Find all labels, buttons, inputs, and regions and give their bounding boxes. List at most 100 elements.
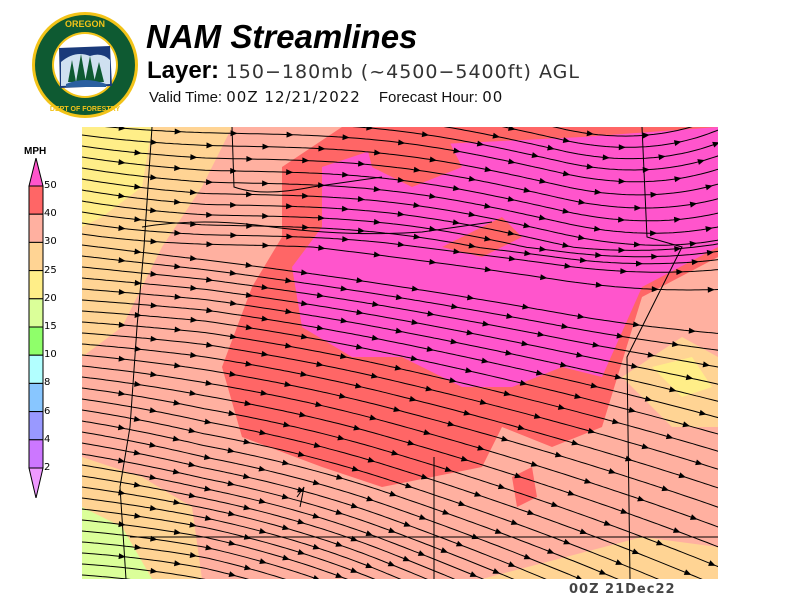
- streamline-arrow: [230, 232, 238, 239]
- streamline-arrow: [685, 374, 694, 381]
- streamline-arrow: [463, 409, 471, 416]
- streamline-arrow: [594, 188, 602, 195]
- streamline-arrow: [173, 560, 182, 567]
- streamline-arrow: [283, 421, 291, 428]
- streamline: [501, 127, 718, 148]
- streamline-arrow: [575, 574, 584, 579]
- streamline-arrow: [118, 355, 126, 362]
- streamline-arrow: [562, 207, 570, 214]
- streamline-arrow: [562, 242, 570, 248]
- streamline-arrow: [405, 482, 413, 489]
- streamline-arrow: [465, 367, 473, 374]
- streamline-arrow: [618, 247, 626, 254]
- streamline-arrow: [174, 362, 182, 369]
- streamline-arrow: [563, 538, 571, 545]
- streamline-arrow: [204, 515, 213, 521]
- streamline-arrow: [297, 549, 306, 555]
- streamline-arrow: [188, 492, 197, 499]
- streamline-arrow: [261, 350, 269, 357]
- streamline-arrow: [514, 472, 522, 479]
- streamline-arrow: [682, 421, 690, 428]
- streamline-arrow: [259, 558, 267, 565]
- streamline-arrow: [503, 390, 512, 397]
- legend-tick-label: 40: [44, 208, 57, 220]
- streamline-arrow: [259, 528, 267, 534]
- streamline-arrow: [351, 465, 360, 472]
- streamline-arrow: [350, 535, 359, 542]
- streamline-arrow: [395, 294, 404, 301]
- streamline-arrow: [492, 132, 500, 139]
- streamline-arrow: [149, 407, 157, 414]
- streamline-arrow: [559, 361, 568, 368]
- streamline-arrow: [413, 233, 421, 240]
- streamlines: [82, 127, 718, 579]
- streamline-arrow: [243, 533, 252, 540]
- streamline-arrow: [538, 214, 547, 221]
- streamline-arrow: [452, 219, 461, 226]
- streamline-arrow: [365, 562, 373, 569]
- streamline-arrow: [342, 236, 350, 243]
- streamline-arrow: [245, 292, 254, 298]
- streamline-arrow: [444, 466, 453, 472]
- streamline-arrow: [337, 434, 345, 441]
- streamline-arrow: [683, 569, 692, 575]
- streamline-arrow: [699, 409, 707, 416]
- streamline-arrow: [658, 154, 666, 161]
- streamline-arrow: [173, 499, 181, 505]
- streamline-arrow: [228, 571, 237, 578]
- streamline-arrow: [258, 465, 266, 472]
- streamline: [82, 310, 718, 435]
- streamline-arrow: [340, 317, 348, 324]
- streamline: [82, 288, 718, 402]
- layer-info: Layer: 150−180mb (~4500−5400ft) AGL: [147, 57, 580, 85]
- streamline-arrow: [562, 137, 571, 144]
- streamline-arrow: [174, 263, 182, 270]
- streamline-arrow: [481, 357, 489, 364]
- streamline-arrow: [189, 552, 198, 558]
- streamline-arrow: [204, 418, 212, 425]
- streamline-arrow: [410, 355, 419, 362]
- streamline-arrow: [228, 410, 236, 417]
- streamline-arrow: [468, 242, 476, 249]
- streamline-arrow: [494, 528, 503, 534]
- streamline-arrow: [117, 424, 126, 431]
- legend-bin: [28, 185, 44, 215]
- streamline: [82, 475, 456, 579]
- streamline-arrow: [557, 404, 566, 410]
- streamline-arrow: [150, 302, 158, 309]
- streamline-arrow: [644, 395, 653, 402]
- streamline-arrow: [492, 568, 501, 574]
- legend-over-arrow: [28, 158, 44, 187]
- streamline-arrow: [284, 342, 293, 349]
- streamline: [82, 277, 718, 385]
- streamline-arrow: [206, 142, 214, 149]
- legend-tick-label: 6: [44, 405, 51, 417]
- streamline-arrow: [286, 169, 294, 176]
- streamline-arrow: [409, 395, 417, 402]
- streamline-arrow: [705, 226, 713, 233]
- streamline-arrow: [579, 528, 588, 535]
- streamline-arrow: [228, 539, 236, 546]
- streamline-arrow: [371, 334, 380, 341]
- layer-label: Layer:: [147, 57, 220, 84]
- streamline-arrow: [407, 439, 415, 446]
- streamline-arrow: [641, 443, 650, 450]
- streamline-arrow: [637, 495, 645, 502]
- streamline-arrow: [577, 234, 586, 241]
- streamline-arrow: [642, 166, 650, 173]
- forecast-hour-value: 00: [482, 88, 504, 106]
- legend-bin: [28, 241, 44, 272]
- streamline-arrow: [477, 444, 485, 451]
- streamline-arrow: [460, 455, 469, 462]
- streamline-arrow: [471, 533, 480, 540]
- streamline: [82, 387, 718, 568]
- streamline-arrow: [647, 351, 655, 358]
- streamline-arrow: [595, 281, 603, 288]
- svg-text:DEPT OF FORESTRY: DEPT OF FORESTRY: [50, 106, 120, 113]
- streamline-arrow: [245, 324, 254, 331]
- streamline-arrow: [449, 377, 457, 384]
- streamline-map: [82, 127, 718, 579]
- streamline-arrow: [691, 259, 699, 266]
- streamline-arrow: [450, 338, 458, 345]
- streamline: [82, 398, 703, 579]
